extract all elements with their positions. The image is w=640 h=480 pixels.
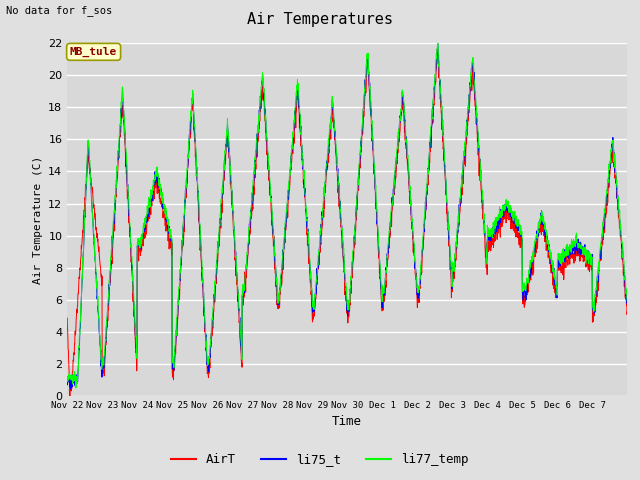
AirT [381,293,389,299]
AirT [548,265,556,271]
li77_temp [72,385,80,391]
li77_temp [623,298,631,304]
li75_t [616,216,623,222]
li75_t [63,377,71,383]
AirT [120,108,127,114]
Line: li75_t: li75_t [67,43,627,389]
Legend: AirT, li75_t, li77_temp: AirT, li75_t, li77_temp [166,448,474,471]
li77_temp [63,377,71,383]
Y-axis label: Air Temperature (C): Air Temperature (C) [33,156,42,284]
li75_t [120,113,127,119]
X-axis label: Time: Time [332,415,362,429]
Text: Air Temperatures: Air Temperatures [247,12,393,27]
Line: li77_temp: li77_temp [67,43,627,388]
li77_temp [616,207,623,213]
li75_t [241,289,248,295]
AirT [433,47,441,52]
li75_t [623,300,631,306]
AirT [66,393,74,399]
AirT [623,309,631,315]
li75_t [381,281,389,287]
li75_t [548,263,556,269]
li75_t [434,40,442,46]
li75_t [67,386,75,392]
li77_temp [434,40,442,46]
Text: MB_tule: MB_tule [70,47,117,57]
AirT [616,225,623,230]
li77_temp [548,261,556,267]
AirT [516,245,524,251]
AirT [63,315,71,321]
li77_temp [241,288,248,293]
li77_temp [516,225,524,231]
Text: No data for f_sos: No data for f_sos [6,5,113,16]
Line: AirT: AirT [67,49,627,396]
AirT [241,293,248,299]
li75_t [516,232,524,238]
li77_temp [381,282,389,288]
li77_temp [120,105,127,110]
